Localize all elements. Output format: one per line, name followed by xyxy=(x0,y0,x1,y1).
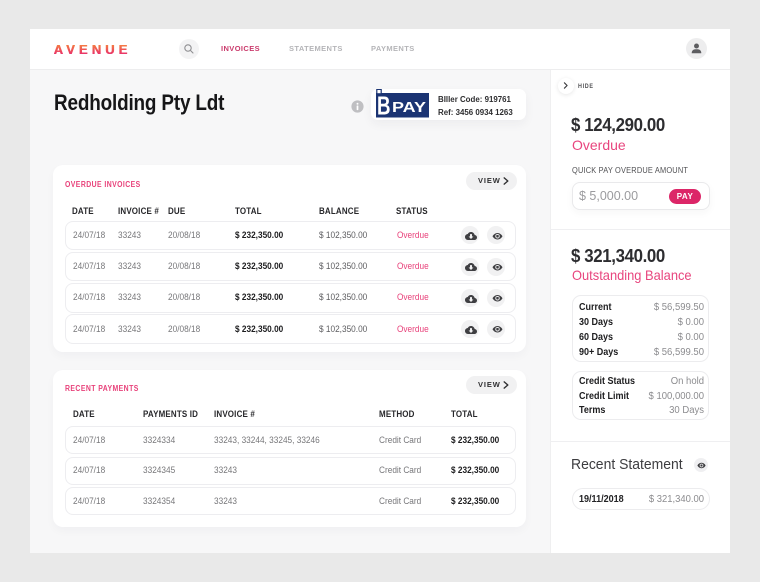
svg-text:PAY: PAY xyxy=(392,99,426,116)
svg-text:B: B xyxy=(377,90,391,118)
